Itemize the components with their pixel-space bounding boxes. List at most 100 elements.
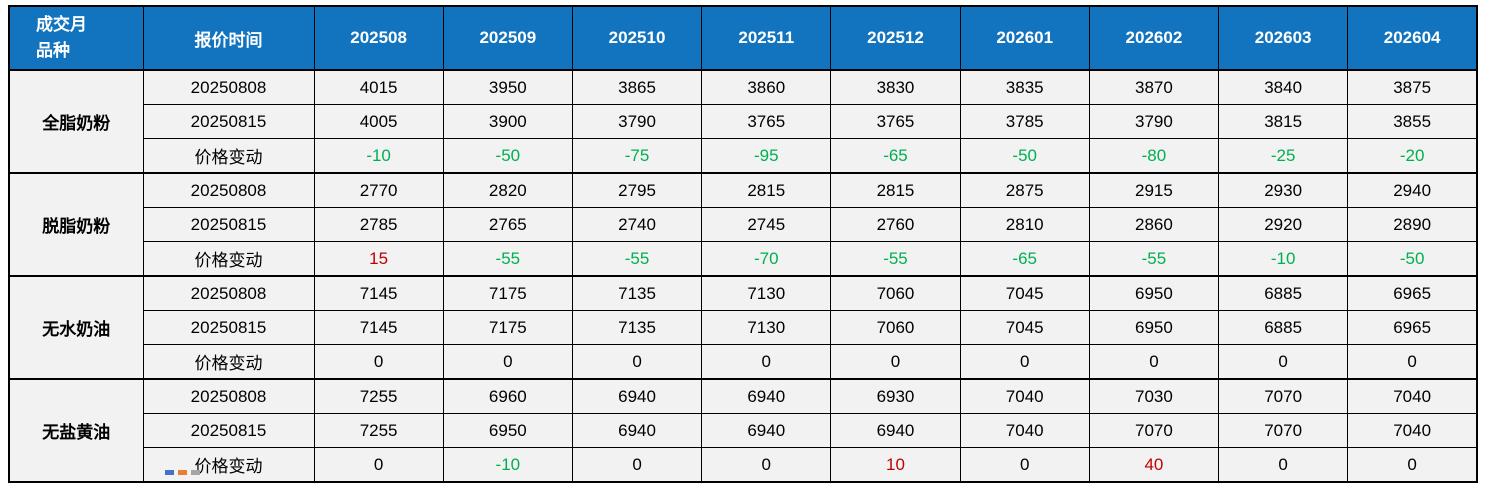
price-value-cell[interactable]: 3900 — [442, 104, 573, 139]
price-value-cell[interactable]: 7135 — [571, 310, 703, 345]
product-name-cell[interactable]: 无盐黄油 — [8, 378, 144, 483]
price-value-cell[interactable]: 6960 — [442, 378, 573, 414]
price-value-cell[interactable]: 7145 — [313, 275, 444, 311]
quote-date-cell[interactable]: 20250808 — [142, 172, 315, 208]
change-value-cell[interactable]: -10 — [313, 138, 444, 174]
price-value-cell[interactable]: 2760 — [830, 207, 961, 242]
price-value-cell[interactable]: 6885 — [1218, 275, 1349, 311]
price-value-cell[interactable]: 7040 — [1347, 378, 1478, 414]
change-value-cell[interactable]: -20 — [1347, 138, 1478, 174]
change-value-cell[interactable]: 0 — [442, 344, 573, 380]
price-value-cell[interactable]: 7175 — [442, 275, 573, 311]
quote-date-cell[interactable]: 20250815 — [142, 207, 315, 242]
price-value-cell[interactable]: 6885 — [1218, 310, 1349, 345]
price-value-cell[interactable]: 3785 — [959, 104, 1090, 139]
month-header-cell-202509[interactable]: 202509 — [442, 5, 573, 71]
price-value-cell[interactable]: 4005 — [313, 104, 444, 139]
product-name-cell[interactable]: 无水奶油 — [8, 275, 144, 380]
price-value-cell[interactable]: 2920 — [1218, 207, 1349, 242]
quote-date-cell[interactable]: 20250808 — [142, 275, 315, 311]
price-value-cell[interactable]: 2815 — [830, 172, 961, 208]
month-header-cell-202602[interactable]: 202602 — [1088, 5, 1220, 71]
price-value-cell[interactable]: 7130 — [701, 310, 832, 345]
price-value-cell[interactable]: 7045 — [959, 275, 1090, 311]
price-value-cell[interactable]: 3790 — [1088, 104, 1220, 139]
change-value-cell[interactable]: 0 — [1347, 344, 1478, 380]
month-header-cell-202508[interactable]: 202508 — [313, 5, 444, 71]
month-header-cell-202512[interactable]: 202512 — [830, 5, 961, 71]
price-value-cell[interactable]: 2765 — [442, 207, 573, 242]
change-value-cell[interactable]: -95 — [701, 138, 832, 174]
price-value-cell[interactable]: 7255 — [313, 378, 444, 414]
month-header-cell-202604[interactable]: 202604 — [1347, 5, 1478, 71]
quote-date-cell[interactable]: 20250808 — [142, 378, 315, 414]
price-value-cell[interactable]: 7130 — [701, 275, 832, 311]
change-value-cell[interactable]: -50 — [1347, 241, 1478, 277]
price-value-cell[interactable]: 3855 — [1347, 104, 1478, 139]
price-value-cell[interactable]: 3835 — [959, 69, 1090, 105]
corner-header-cell[interactable]: 成交月 品种 — [8, 5, 144, 71]
change-value-cell[interactable]: 0 — [1218, 344, 1349, 380]
price-value-cell[interactable]: 2740 — [571, 207, 703, 242]
price-value-cell[interactable]: 7040 — [1347, 413, 1478, 448]
price-value-cell[interactable]: 6940 — [701, 378, 832, 414]
change-value-cell[interactable]: -25 — [1218, 138, 1349, 174]
price-value-cell[interactable]: 7070 — [1088, 413, 1220, 448]
price-value-cell[interactable]: 2745 — [701, 207, 832, 242]
price-value-cell[interactable]: 3860 — [701, 69, 832, 105]
price-value-cell[interactable]: 2940 — [1347, 172, 1478, 208]
price-value-cell[interactable]: 3950 — [442, 69, 573, 105]
change-value-cell[interactable]: 0 — [701, 344, 832, 380]
change-value-cell[interactable]: 0 — [571, 344, 703, 380]
change-row-label-cell[interactable]: 价格变动 — [142, 344, 315, 380]
change-value-cell[interactable]: 0 — [1347, 447, 1478, 483]
product-name-cell[interactable]: 脱脂奶粉 — [8, 172, 144, 277]
change-value-cell[interactable]: -55 — [442, 241, 573, 277]
change-value-cell[interactable]: 0 — [571, 447, 703, 483]
price-value-cell[interactable]: 6950 — [1088, 275, 1220, 311]
change-row-label-cell[interactable]: 价格变动 — [142, 138, 315, 174]
product-name-cell[interactable]: 全脂奶粉 — [8, 69, 144, 174]
month-header-cell-202510[interactable]: 202510 — [571, 5, 703, 71]
change-row-label-cell[interactable]: 价格变动 — [142, 447, 315, 483]
price-value-cell[interactable]: 7060 — [830, 275, 961, 311]
price-value-cell[interactable]: 7255 — [313, 413, 444, 448]
price-value-cell[interactable]: 6965 — [1347, 310, 1478, 345]
price-value-cell[interactable]: 2785 — [313, 207, 444, 242]
price-value-cell[interactable]: 7175 — [442, 310, 573, 345]
price-value-cell[interactable]: 3840 — [1218, 69, 1349, 105]
change-value-cell[interactable]: -80 — [1088, 138, 1220, 174]
price-value-cell[interactable]: 6940 — [830, 413, 961, 448]
price-value-cell[interactable]: 7045 — [959, 310, 1090, 345]
month-header-cell-202511[interactable]: 202511 — [701, 5, 832, 71]
change-value-cell[interactable]: 0 — [959, 344, 1090, 380]
price-value-cell[interactable]: 3765 — [830, 104, 961, 139]
price-value-cell[interactable]: 2815 — [701, 172, 832, 208]
price-value-cell[interactable]: 7060 — [830, 310, 961, 345]
change-value-cell[interactable]: 0 — [830, 344, 961, 380]
change-value-cell[interactable]: -65 — [830, 138, 961, 174]
price-value-cell[interactable]: 2860 — [1088, 207, 1220, 242]
price-value-cell[interactable]: 7040 — [959, 378, 1090, 414]
quote-date-cell[interactable]: 20250808 — [142, 69, 315, 105]
price-value-cell[interactable]: 2820 — [442, 172, 573, 208]
price-value-cell[interactable]: 4015 — [313, 69, 444, 105]
change-value-cell[interactable]: 0 — [959, 447, 1090, 483]
price-value-cell[interactable]: 6965 — [1347, 275, 1478, 311]
price-value-cell[interactable]: 2890 — [1347, 207, 1478, 242]
quote-date-cell[interactable]: 20250815 — [142, 413, 315, 448]
price-value-cell[interactable]: 6950 — [442, 413, 573, 448]
price-value-cell[interactable]: 6940 — [571, 413, 703, 448]
price-value-cell[interactable]: 7070 — [1218, 413, 1349, 448]
quote-date-cell[interactable]: 20250815 — [142, 104, 315, 139]
change-value-cell[interactable]: -50 — [959, 138, 1090, 174]
quote-date-cell[interactable]: 20250815 — [142, 310, 315, 345]
change-value-cell[interactable]: -50 — [442, 138, 573, 174]
change-value-cell[interactable]: 0 — [313, 447, 444, 483]
price-value-cell[interactable]: 2875 — [959, 172, 1090, 208]
price-value-cell[interactable]: 6940 — [571, 378, 703, 414]
change-value-cell[interactable]: -55 — [1088, 241, 1220, 277]
price-value-cell[interactable]: 6930 — [830, 378, 961, 414]
price-value-cell[interactable]: 3790 — [571, 104, 703, 139]
change-value-cell[interactable]: 0 — [313, 344, 444, 380]
